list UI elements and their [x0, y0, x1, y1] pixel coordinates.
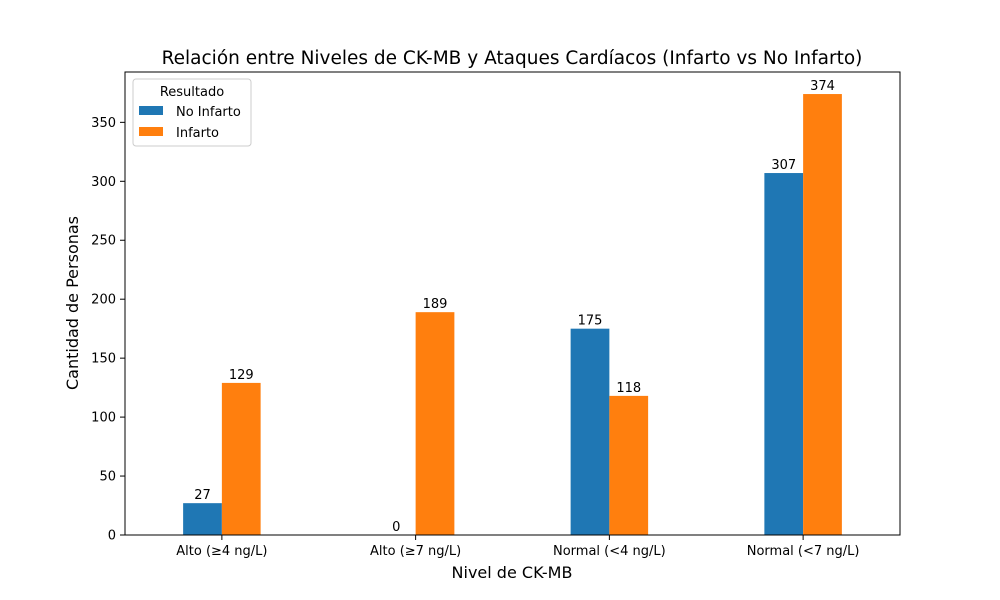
- legend-label-no-infarto: No Infarto: [176, 105, 241, 120]
- legend-title: Resultado: [160, 85, 224, 100]
- bar-infarto: [221, 382, 261, 535]
- data-label-infarto: 118: [616, 381, 641, 396]
- data-label-no-infarto: 0: [392, 520, 400, 535]
- x-axis-label: Nivel de CK-MB: [452, 563, 573, 582]
- legend-swatch-no-infarto: [139, 106, 163, 115]
- y-tick-label: 0: [108, 529, 116, 544]
- y-axis-label: Cantidad de Personas: [63, 216, 82, 390]
- chart-title: Relación entre Niveles de CK-MB y Ataque…: [162, 48, 863, 69]
- data-label-no-infarto: 175: [578, 314, 603, 329]
- y-tick-label: 50: [99, 470, 116, 485]
- data-label-no-infarto: 27: [194, 488, 211, 503]
- axes-frame: [124, 71, 901, 536]
- y-tick-label: 150: [91, 352, 116, 367]
- bar-infarto: [609, 395, 649, 535]
- bar-no-infarto: [183, 503, 222, 535]
- y-tick-label: 200: [91, 293, 116, 308]
- bar-infarto: [415, 312, 455, 535]
- y-tick-label: 300: [91, 175, 116, 190]
- y-tick-label: 100: [91, 411, 116, 426]
- data-label-infarto: 374: [810, 79, 835, 94]
- bar-no-infarto: [570, 328, 610, 535]
- x-tick-label: Alto (≥4 ng/L): [176, 544, 267, 559]
- plot-area: 0 50 100 150 200 250 300 350 Alto (≥4 ng/L) 27 129…: [91, 79, 859, 559]
- data-label-infarto: 129: [229, 368, 254, 383]
- data-label-infarto: 189: [423, 297, 448, 312]
- legend: Resultado No Infarto Infarto: [132, 78, 252, 147]
- x-tick-label: Normal (<7 ng/L): [747, 544, 860, 559]
- legend-label-infarto: Infarto: [176, 126, 219, 141]
- x-tick-label: Alto (≥7 ng/L): [370, 544, 461, 559]
- y-tick-label: 350: [91, 116, 116, 131]
- data-label-no-infarto: 307: [771, 158, 796, 173]
- x-tick-label: Normal (<4 ng/L): [553, 544, 666, 559]
- y-tick-label: 250: [91, 234, 116, 249]
- legend-swatch-infarto: [139, 127, 163, 136]
- bar-no-infarto: [764, 173, 804, 536]
- bar-infarto: [803, 94, 842, 536]
